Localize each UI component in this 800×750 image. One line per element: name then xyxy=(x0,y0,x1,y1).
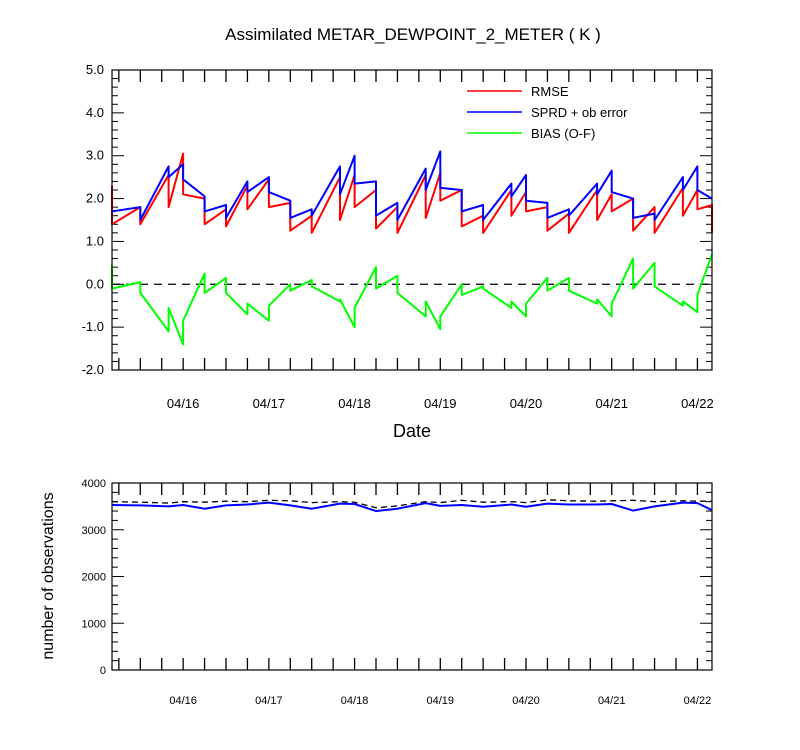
bottom-panel-series xyxy=(111,499,713,513)
y-tick-label: 1.0 xyxy=(86,233,104,248)
x-tick-label: 04/17 xyxy=(255,695,283,707)
y-axis-label: number of observations xyxy=(40,492,57,659)
y-tick-label: 4.0 xyxy=(86,105,104,120)
y-tick-label: -1.0 xyxy=(82,319,104,334)
x-tick-label: 04/17 xyxy=(253,396,286,411)
series-sprd-ob-error xyxy=(111,150,713,221)
series-rmse xyxy=(111,152,713,234)
y-tick-label: 4000 xyxy=(82,478,106,490)
x-tick-label: 04/16 xyxy=(169,695,197,707)
x-tick-label: 04/19 xyxy=(424,396,457,411)
legend: RMSE SPRD + ob error BIAS (O-F) xyxy=(467,84,628,141)
x-tick-label: 04/20 xyxy=(510,396,543,411)
x-tick-label: 04/22 xyxy=(681,396,714,411)
x-tick-label: 04/21 xyxy=(595,396,628,411)
y-tick-label: 1000 xyxy=(82,618,106,630)
x-tick-label: 04/20 xyxy=(512,695,540,707)
y-tick-label: -2.0 xyxy=(82,362,104,377)
chart-title: Assimilated METAR_DEWPOINT_2_METER ( K ) xyxy=(225,25,601,44)
bottom-panel-ticks: 4000 3000 2000 1000 0 04/16 04/17 04/18 04/19 04/… xyxy=(82,478,712,707)
series-bias-o-f xyxy=(111,253,713,346)
x-tick-label: 04/18 xyxy=(341,695,369,707)
top-panel-series xyxy=(111,150,713,346)
y-tick-label: 5.0 xyxy=(86,62,104,77)
y-tick-label: 0.0 xyxy=(86,276,104,291)
y-tick-label: 2.0 xyxy=(86,191,104,206)
top-panel-ticks: 5.0 4.0 3.0 2.0 1.0 0.0 -1.0 -2.0 04/16 04/17 04/1… xyxy=(82,62,714,411)
legend-rmse-label: RMSE xyxy=(531,84,569,99)
series-possible-obs xyxy=(111,499,712,509)
x-tick-label: 04/21 xyxy=(598,695,626,707)
rmse-spread-bias-panel: Assimilated METAR_DEWPOINT_2_METER ( K )… xyxy=(82,25,714,441)
y-tick-label: 2000 xyxy=(82,572,106,584)
x-tick-label: 04/18 xyxy=(338,396,371,411)
bottom-plot-frame xyxy=(111,482,713,671)
y-tick-label: 0 xyxy=(100,665,106,677)
x-tick-label: 04/22 xyxy=(684,695,712,707)
y-tick-label: 3.0 xyxy=(86,148,104,163)
y-tick-label: 3000 xyxy=(82,525,106,537)
legend-sprd-label: SPRD + ob error xyxy=(531,105,628,120)
x-tick-label: 04/19 xyxy=(427,695,455,707)
x-axis-label: Date xyxy=(393,421,431,441)
observation-count-panel: 4000 3000 2000 1000 0 04/16 04/17 04/18 04/19 04/… xyxy=(40,478,713,707)
legend-bias-label: BIAS (O-F) xyxy=(531,126,595,141)
series-assimilated-obs xyxy=(111,501,713,513)
x-tick-label: 04/16 xyxy=(167,396,200,411)
top-plot-frame xyxy=(111,69,713,371)
